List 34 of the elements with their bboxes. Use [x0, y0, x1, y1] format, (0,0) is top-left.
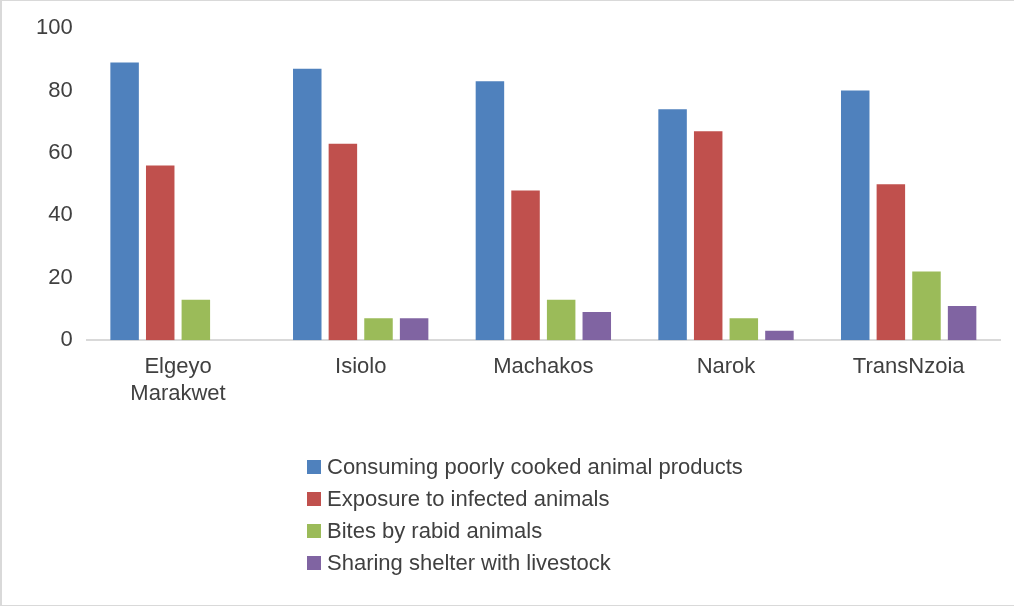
x-tick-label: Elgeyo Marakwet	[130, 353, 226, 405]
legend-label: Consuming poorly cooked animal products	[327, 454, 743, 480]
bar	[729, 318, 759, 341]
x-tick-label: TransNzoia	[852, 353, 966, 379]
bar	[546, 299, 576, 341]
x-tick-label: Isiolo	[335, 353, 387, 379]
legend-label: Bites by rabid animals	[327, 518, 543, 544]
bar	[693, 131, 723, 341]
bar	[364, 318, 393, 341]
bar	[328, 143, 358, 341]
legend-label: Exposure to infected animals	[327, 486, 610, 512]
bar	[947, 305, 977, 341]
bar	[765, 330, 794, 341]
x-tick-label: Machakos	[493, 353, 594, 379]
y-tick-label: 60	[48, 139, 73, 165]
y-tick-label: 20	[48, 263, 73, 289]
bar	[511, 190, 540, 341]
y-tick-label: 0	[60, 326, 73, 352]
bar	[110, 62, 139, 341]
bar	[841, 90, 870, 341]
bar	[293, 68, 322, 341]
bar	[658, 109, 687, 341]
bar	[399, 318, 429, 341]
y-tick-label: 80	[48, 76, 73, 102]
y-tick-label: 100	[35, 14, 73, 40]
legend-label: Sharing shelter with livestock	[327, 550, 611, 576]
bar	[876, 184, 906, 341]
y-tick-label: 40	[48, 201, 73, 227]
bar	[475, 81, 505, 341]
bar	[582, 312, 612, 341]
bar	[912, 271, 941, 341]
bar	[181, 299, 211, 341]
x-tick-label: Narok	[696, 353, 757, 379]
bar	[145, 165, 175, 341]
